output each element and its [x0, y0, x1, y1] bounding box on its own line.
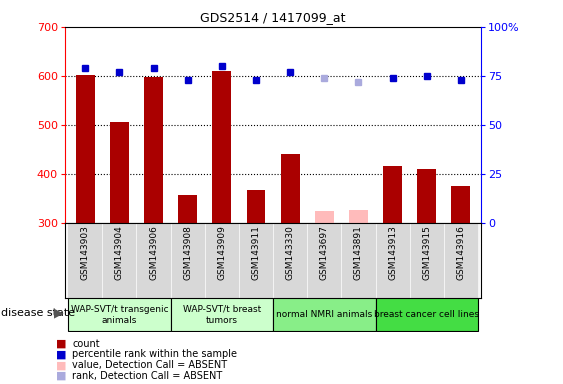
FancyBboxPatch shape: [376, 298, 478, 331]
Bar: [452, 185, 470, 223]
Text: GSM143916: GSM143916: [457, 225, 466, 280]
Text: ■: ■: [56, 371, 67, 381]
Text: GSM143697: GSM143697: [320, 225, 329, 280]
Bar: [144, 77, 163, 223]
Text: ■: ■: [56, 349, 67, 359]
Bar: [205, 223, 239, 298]
FancyBboxPatch shape: [273, 298, 376, 331]
Text: ■: ■: [56, 360, 67, 370]
Text: GSM143904: GSM143904: [115, 225, 124, 280]
Text: GSM143913: GSM143913: [388, 225, 397, 280]
FancyBboxPatch shape: [68, 298, 171, 331]
Bar: [410, 223, 444, 298]
Bar: [444, 223, 478, 298]
Bar: [247, 190, 265, 223]
FancyBboxPatch shape: [171, 298, 273, 331]
Bar: [178, 195, 197, 223]
Bar: [315, 212, 334, 223]
Text: normal NMRI animals: normal NMRI animals: [276, 310, 372, 319]
Text: GSM143915: GSM143915: [422, 225, 431, 280]
Bar: [417, 169, 436, 223]
Text: GSM143906: GSM143906: [149, 225, 158, 280]
Title: GDS2514 / 1417099_at: GDS2514 / 1417099_at: [200, 11, 346, 24]
Bar: [349, 210, 368, 223]
Bar: [102, 223, 136, 298]
Text: GSM143330: GSM143330: [285, 225, 294, 280]
Bar: [273, 223, 307, 298]
Text: GSM143908: GSM143908: [183, 225, 192, 280]
Text: rank, Detection Call = ABSENT: rank, Detection Call = ABSENT: [72, 371, 222, 381]
Text: disease state: disease state: [1, 308, 75, 318]
Bar: [383, 166, 402, 223]
Bar: [239, 223, 273, 298]
Text: WAP-SVT/t breast
tumors: WAP-SVT/t breast tumors: [183, 305, 261, 325]
Text: GSM143909: GSM143909: [217, 225, 226, 280]
Text: breast cancer cell lines: breast cancer cell lines: [374, 310, 479, 319]
Text: ■: ■: [56, 339, 67, 349]
Bar: [136, 223, 171, 298]
Text: value, Detection Call = ABSENT: value, Detection Call = ABSENT: [72, 360, 227, 370]
Bar: [341, 223, 376, 298]
Bar: [171, 223, 205, 298]
Bar: [376, 223, 410, 298]
Text: GSM143891: GSM143891: [354, 225, 363, 280]
Bar: [110, 122, 129, 223]
Bar: [307, 223, 341, 298]
Text: GSM143903: GSM143903: [81, 225, 90, 280]
Text: count: count: [72, 339, 100, 349]
Text: WAP-SVT/t transgenic
animals: WAP-SVT/t transgenic animals: [70, 305, 168, 325]
Bar: [68, 223, 102, 298]
Text: GSM143911: GSM143911: [252, 225, 261, 280]
Text: percentile rank within the sample: percentile rank within the sample: [72, 349, 237, 359]
Bar: [281, 154, 300, 223]
Bar: [76, 75, 95, 223]
Text: ▶: ▶: [54, 306, 64, 319]
Bar: [212, 71, 231, 223]
